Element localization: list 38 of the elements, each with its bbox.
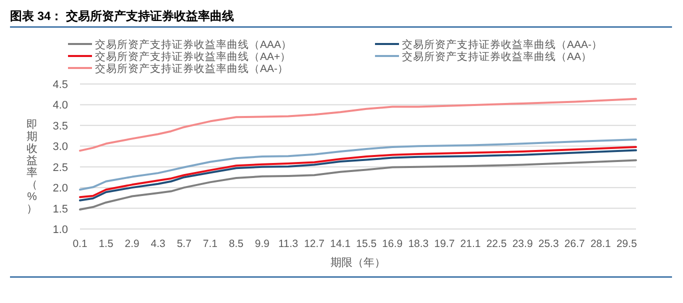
y-tick-label: 2.0 — [52, 182, 68, 195]
x-tick-label: 21.1 — [460, 238, 481, 250]
x-tick-label: 16.9 — [382, 238, 403, 250]
x-tick-label: 23.9 — [512, 238, 533, 250]
y-tick-label: 3.0 — [52, 141, 68, 154]
x-tick-label: 22.5 — [486, 238, 507, 250]
y-tick-label: 2.5 — [52, 162, 68, 174]
x-axis-title: 期限（年） — [330, 257, 386, 269]
y-axis-title: 即期收益率（%） — [26, 119, 38, 215]
x-tick-label: 19.7 — [434, 238, 455, 250]
x-tick-label: 25.3 — [538, 238, 559, 250]
x-tick-label: 7.1 — [202, 238, 218, 250]
x-tick-label: 8.5 — [228, 238, 244, 250]
x-tick-label: 26.7 — [564, 238, 586, 250]
x-tick-label: 28.1 — [590, 238, 612, 250]
legend-label: 交易所资产支持证券收益率曲线（AA+） — [95, 50, 292, 63]
chart-title: 图表 34： 交易所资产支持证券收益率曲线 — [10, 9, 234, 23]
x-tick-label: 4.3 — [150, 238, 166, 250]
x-tick-label: 1.5 — [98, 238, 114, 250]
y-tick-label: 4.5 — [52, 79, 68, 91]
legend-label: 交易所资产支持证券收益率曲线（AAA-） — [402, 38, 603, 51]
legend-label: 交易所资产支持证券收益率曲线（AA） — [402, 50, 592, 63]
y-tick-label: 4.0 — [52, 100, 68, 112]
y-tick-label: 1.5 — [52, 203, 68, 216]
y-tick-label: 1.0 — [52, 224, 68, 236]
legend-label: 交易所资产支持证券收益率曲线（AA-） — [95, 62, 289, 75]
legend-label: 交易所资产支持证券收益率曲线（AAA） — [95, 38, 292, 51]
x-tick-label: 29.5 — [616, 238, 638, 250]
x-tick-label: 0.1 — [72, 238, 88, 250]
x-tick-label: 18.3 — [408, 238, 429, 250]
x-tick-label: 2.9 — [124, 238, 140, 250]
x-tick-label: 15.5 — [356, 238, 377, 250]
y-tick-label: 3.5 — [52, 120, 68, 132]
x-tick-label: 14.1 — [330, 238, 351, 250]
x-tick-label: 5.7 — [176, 238, 192, 250]
x-tick-label: 12.7 — [304, 238, 325, 250]
x-tick-label: 11.3 — [278, 238, 298, 250]
x-tick-label: 9.9 — [254, 238, 270, 250]
